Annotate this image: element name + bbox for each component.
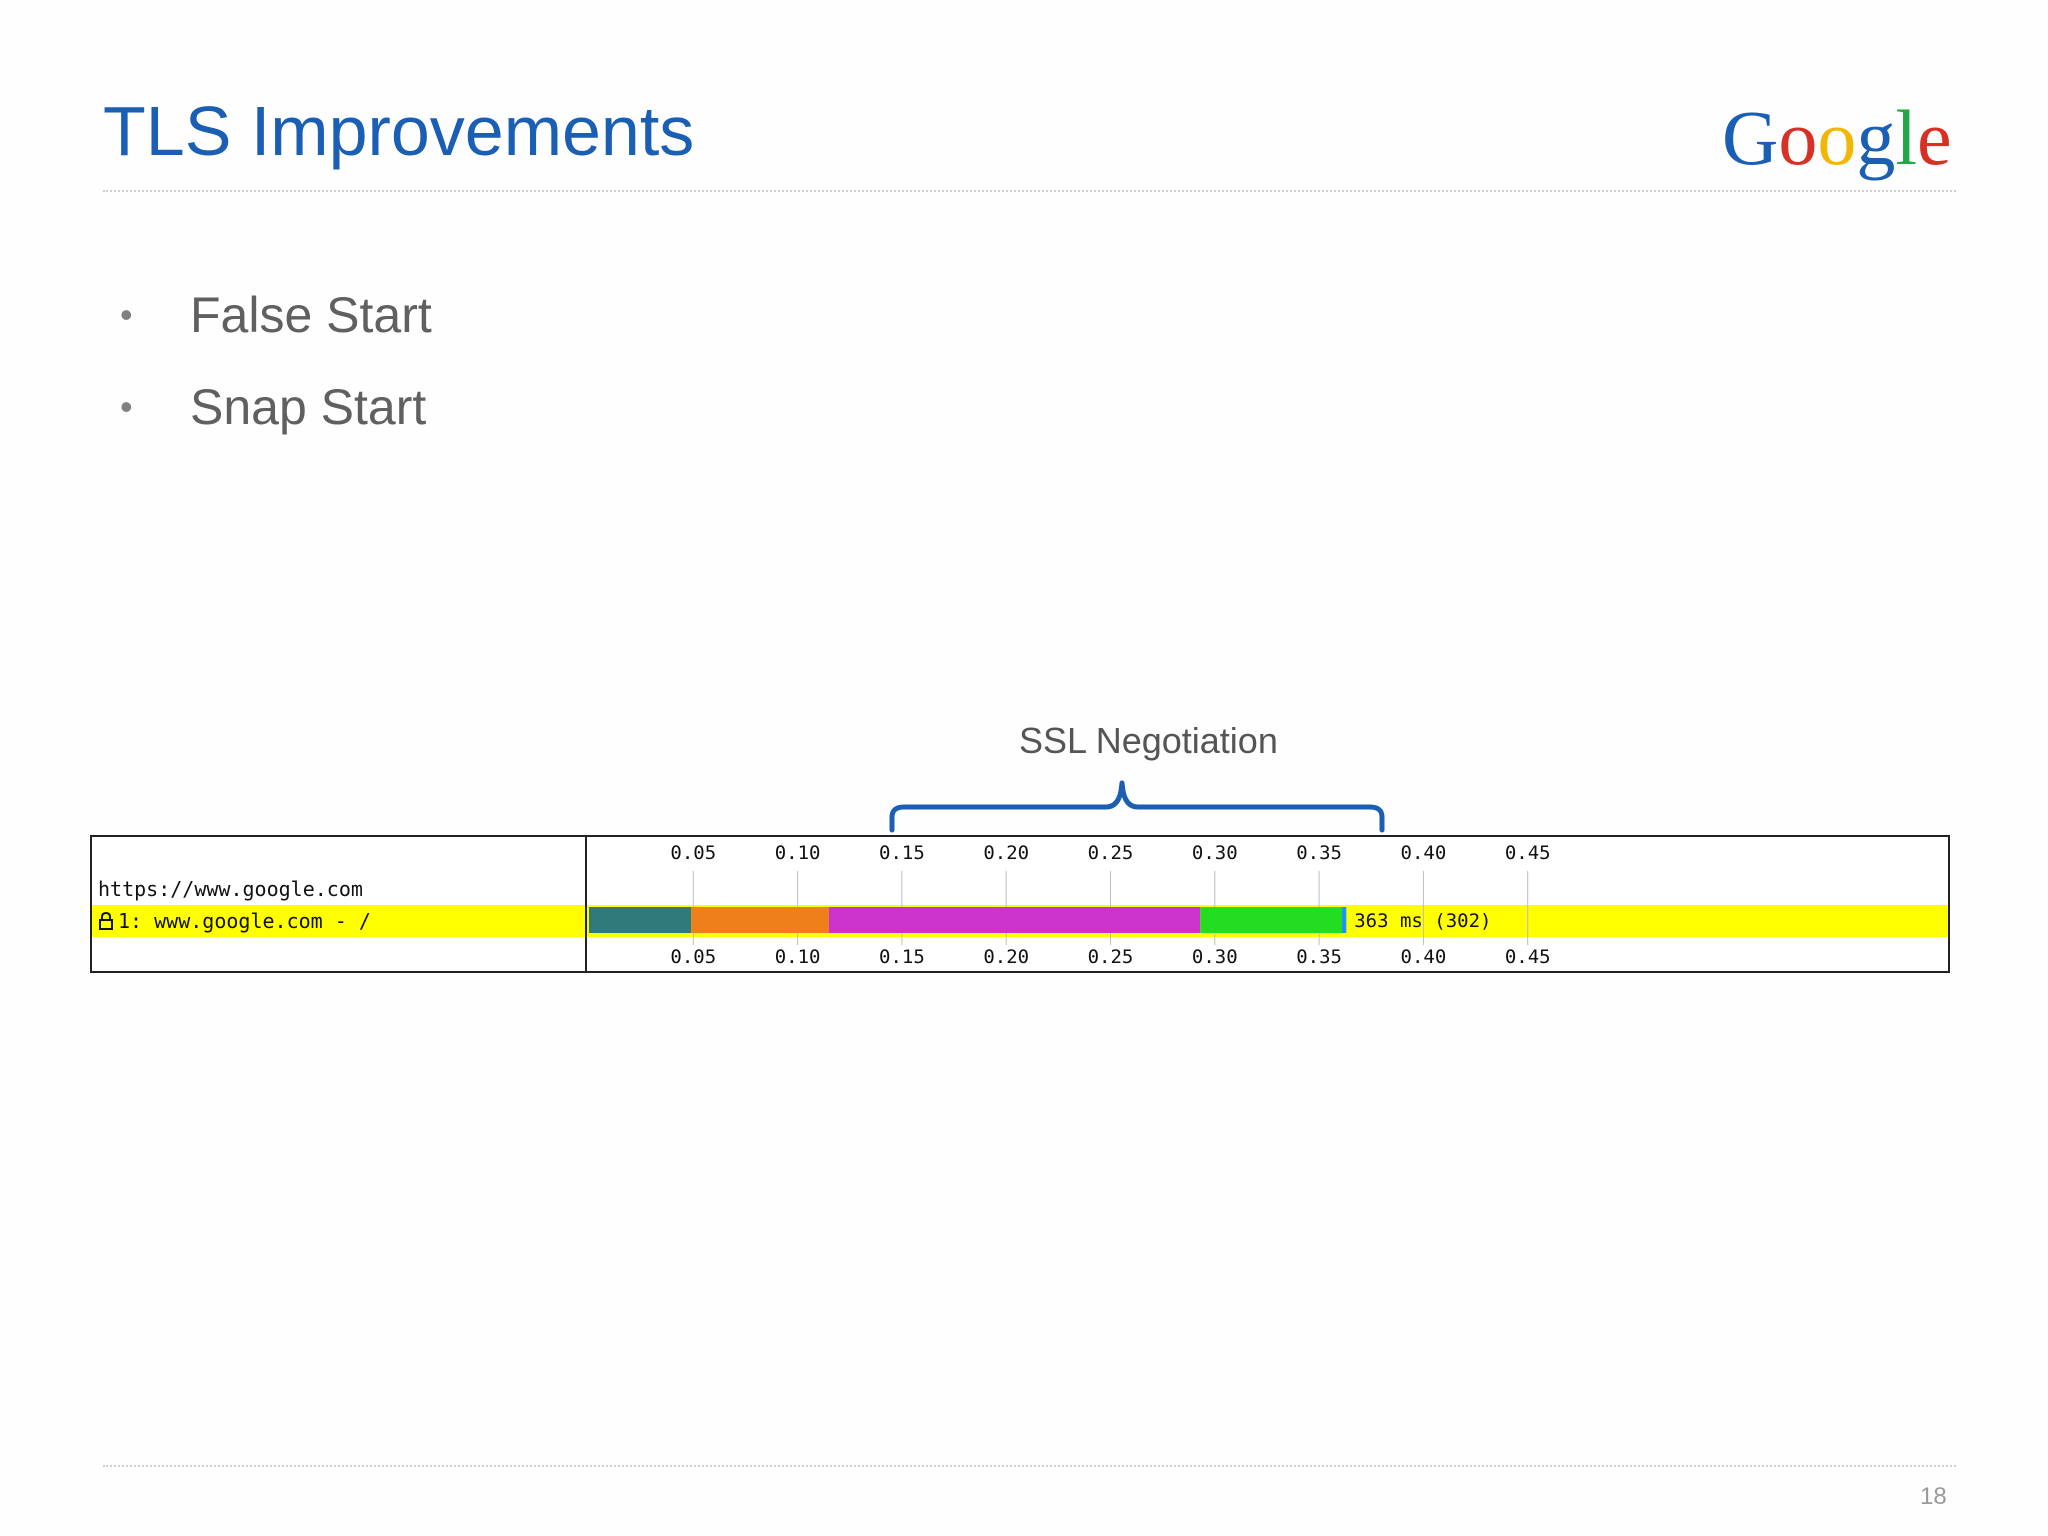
page-url: https://www.google.com <box>98 877 363 901</box>
tick-label-top: 0.05 <box>670 842 716 864</box>
ssl-negotiation-label: SSL Negotiation <box>1019 720 1278 761</box>
tick-label-top: 0.25 <box>1088 842 1134 864</box>
footer-divider <box>103 1465 1956 1467</box>
bullet-text: Snap Start <box>190 379 427 435</box>
google-logo: Google <box>1722 94 1952 181</box>
svg-text:Google: Google <box>1722 94 1952 181</box>
timing-bar-connect <box>691 907 829 933</box>
bullet-dot-icon: • <box>120 294 133 335</box>
waterfall-chart: https://www.google.com 1: www.google.com… <box>90 835 1950 973</box>
tick-label-top: 0.40 <box>1401 842 1447 864</box>
timing-bar-download <box>1342 907 1347 933</box>
slide-title: TLS Improvements <box>103 92 695 170</box>
tick-label-top: 0.20 <box>983 842 1029 864</box>
tick-label-top: 0.10 <box>775 842 821 864</box>
tick-label-top: 0.30 <box>1192 842 1238 864</box>
tick-label-bottom: 0.25 <box>1088 946 1134 968</box>
bullet-text: False Start <box>190 287 432 343</box>
tick-label-top: 0.45 <box>1505 842 1551 864</box>
bullet-dot-icon: • <box>120 386 133 427</box>
lock-icon <box>99 911 113 930</box>
tick-label-bottom: 0.45 <box>1505 946 1551 968</box>
tick-label-bottom: 0.15 <box>879 946 925 968</box>
header-divider <box>103 190 1956 192</box>
waterfall-timeline: 363 ms (302) 0.05 0.05 0.10 0.10 0.15 0.15 0.20… <box>589 842 1551 968</box>
waterfall-labels: https://www.google.com 1: www.google.com… <box>92 837 587 971</box>
tick-label-top: 0.35 <box>1296 842 1342 864</box>
timing-bar-ttfb <box>1200 907 1347 933</box>
ssl-brace-icon <box>889 780 1385 833</box>
tick-label-bottom: 0.40 <box>1401 946 1447 968</box>
total-time-label: 363 ms (302) <box>1354 910 1491 932</box>
tick-label-bottom: 0.35 <box>1296 946 1342 968</box>
request-label-row[interactable]: 1: www.google.com - / <box>98 909 371 933</box>
tick-label-bottom: 0.10 <box>775 946 821 968</box>
timing-bar-dns <box>589 907 692 933</box>
request-label: 1: www.google.com - / <box>118 909 371 933</box>
page-number: 18 <box>1920 1483 1947 1510</box>
tick-label-bottom: 0.20 <box>983 946 1029 968</box>
tick-label-bottom: 0.05 <box>670 946 716 968</box>
timing-bar-ssl <box>828 907 1201 933</box>
tick-label-bottom: 0.30 <box>1192 946 1238 968</box>
tick-label-top: 0.15 <box>879 842 925 864</box>
